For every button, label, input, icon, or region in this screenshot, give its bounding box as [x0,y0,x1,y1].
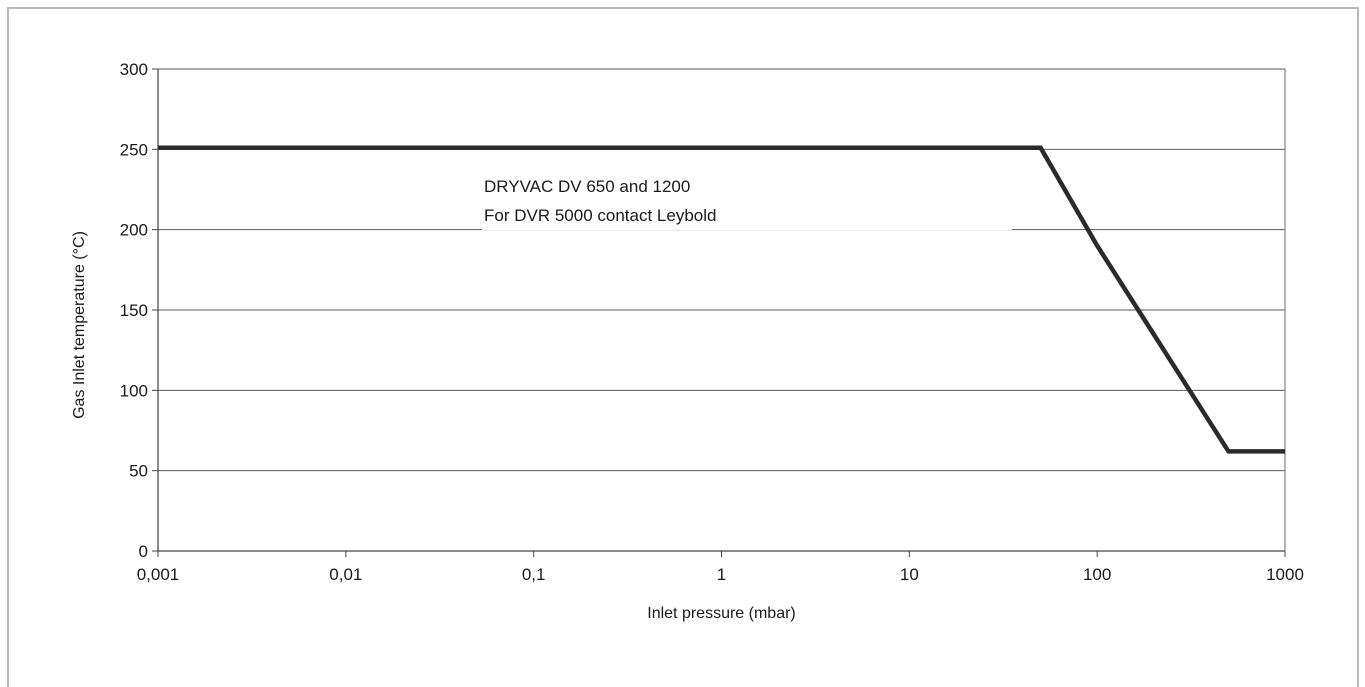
grid-layer [158,69,1285,471]
x-tick-label-4: 10 [900,565,919,584]
annotation-line-1: DRYVAC DV 650 and 1200 [484,177,690,196]
x-tick-label-3: 1 [717,565,726,584]
y-tick-label-6: 300 [120,60,148,79]
x-tick-label-0: 0,001 [137,565,180,584]
y-tick-label-1: 50 [129,462,148,481]
y-tick-label-4: 200 [120,221,148,240]
x-tick-label-5: 100 [1083,565,1111,584]
y-tick-label-0: 0 [139,542,148,561]
y-tick-label-5: 250 [120,140,148,159]
x-tick-label-6: 1000 [1266,565,1304,584]
tick-label-layer: 0 50 100 150 200 250 300 0,001 0,01 0,1 1 10 100 1000 [120,60,1304,584]
y-tick-label-3: 150 [120,301,148,320]
y-axis-title: Gas Inlet temperature (°C) [71,231,88,419]
x-axis-title: Inlet pressure (mbar) [647,605,796,622]
y-tick-label-2: 100 [120,381,148,400]
annotation-line-2: For DVR 5000 contact Leybold [484,206,716,225]
x-tick-label-2: 0,1 [522,565,546,584]
x-tick-label-1: 0,01 [329,565,362,584]
axis-layer [152,69,1285,557]
